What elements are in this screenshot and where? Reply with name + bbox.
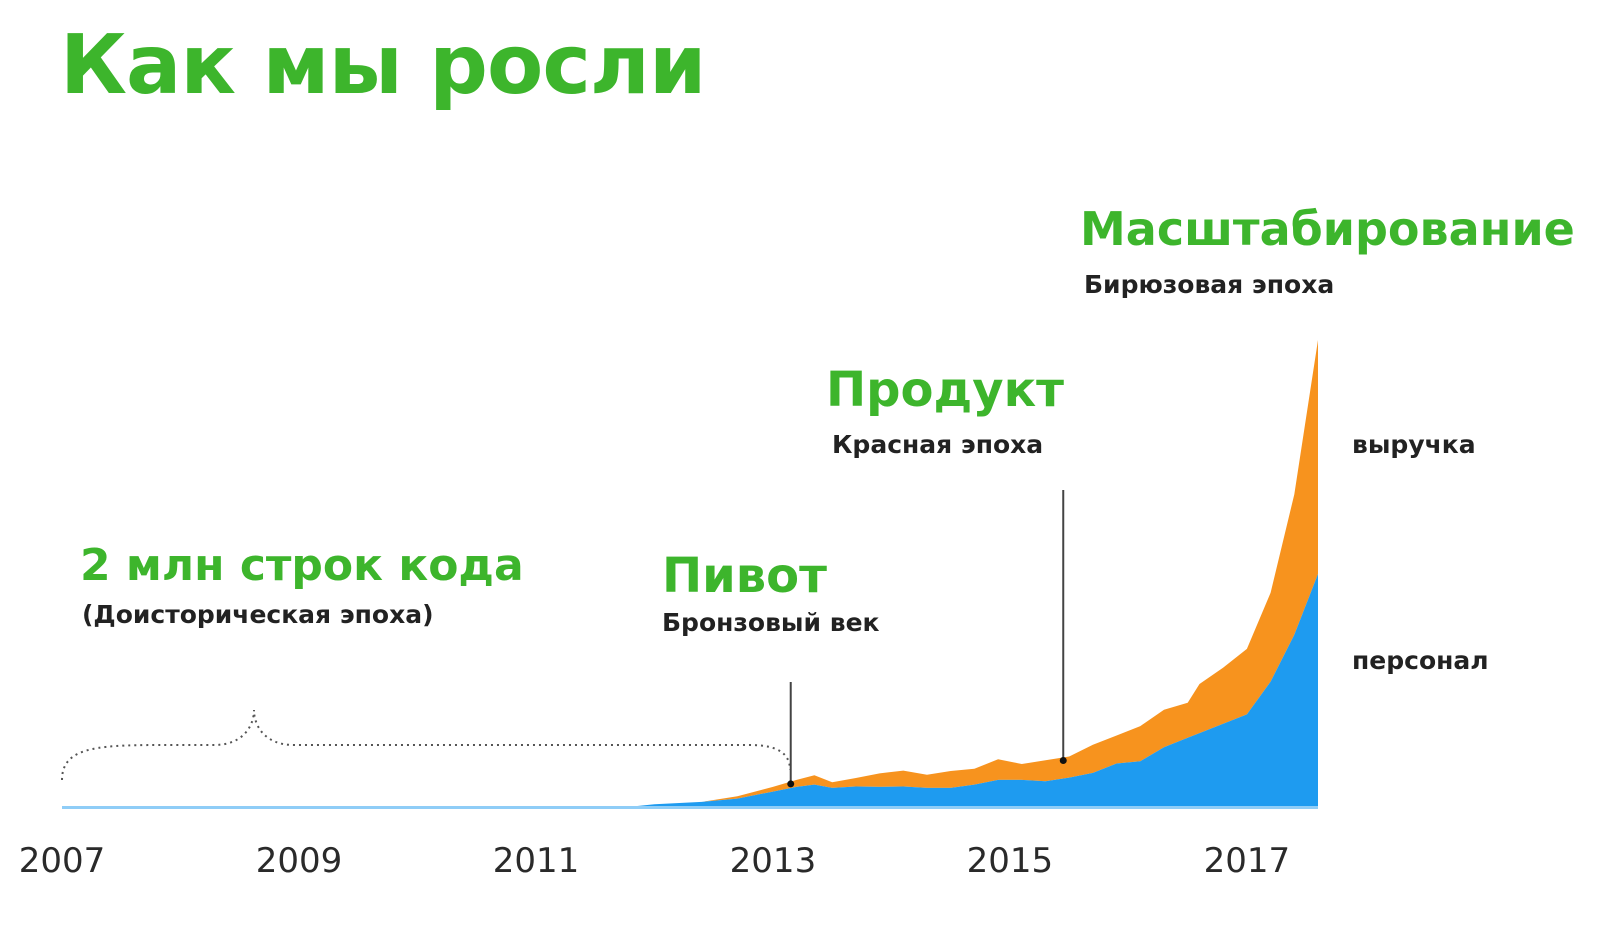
legend-revenue-label: выручка: [1352, 430, 1476, 459]
x-tick-label: 2007: [19, 841, 106, 881]
phase-era-pivot: Бронзовый век: [662, 608, 880, 637]
phase-era-product: Красная эпоха: [832, 430, 1044, 459]
x-tick-label: 2015: [967, 841, 1054, 881]
x-tick-label: 2009: [256, 841, 343, 881]
phase-title-pivot: Пивот: [662, 548, 827, 604]
x-tick-label: 2013: [730, 841, 817, 881]
phase-title-product: Продукт: [826, 362, 1064, 418]
x-tick-label: 2017: [1204, 841, 1291, 881]
page-title: Как мы росли: [60, 18, 706, 113]
phase-era-scaling: Бирюзовая эпоха: [1084, 270, 1335, 299]
legend-staff-label: персонал: [1352, 646, 1489, 675]
annotation-dot-product: [1059, 757, 1067, 765]
phase-title-prehistoric: 2 млн строк кода: [80, 540, 524, 591]
annotation-dot-pivot: [787, 780, 795, 788]
x-tick-label: 2011: [493, 841, 580, 881]
phase-era-prehistoric: (Доисторическая эпоха): [82, 600, 434, 629]
phase-title-scaling: Масштабирование: [1080, 202, 1575, 256]
prehistoric-brace: [61, 709, 791, 781]
series-revenue-area: [62, 340, 1318, 807]
series-staff-area: [62, 574, 1318, 808]
